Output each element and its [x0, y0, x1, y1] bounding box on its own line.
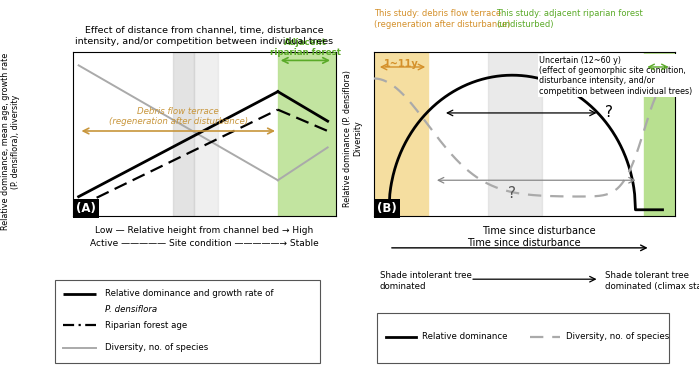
Text: Relative dominance: Relative dominance [422, 332, 507, 341]
Text: Active ————— Site condition —————→ Stable: Active ————— Site condition —————→ Stabl… [90, 239, 319, 248]
Text: ?: ? [605, 106, 614, 120]
Text: Adjacent
riparian forest: Adjacent riparian forest [270, 38, 341, 57]
FancyBboxPatch shape [377, 313, 668, 363]
Bar [644, 52, 675, 216]
Text: P. densiflora: P. densiflora [105, 305, 157, 314]
Bar [173, 52, 194, 216]
Text: Uncertain (12~60 y)
(effect of geomorphic site condition,
disturbance intensity,: Uncertain (12~60 y) (effect of geomorphi… [540, 56, 693, 96]
Text: Riparian forest age: Riparian forest age [105, 321, 187, 330]
Text: Debris flow terrace
(regeneration after disturbance): Debris flow terrace (regeneration after … [108, 107, 248, 126]
Text: Low — Relative height from channel bed → High: Low — Relative height from channel bed →… [95, 226, 314, 235]
Bar [374, 52, 428, 216]
Text: ?: ? [508, 186, 517, 201]
Text: Relative dominance and growth rate of: Relative dominance and growth rate of [105, 289, 273, 298]
Text: 1~11y: 1~11y [384, 59, 419, 69]
Text: Diversity, no. of species: Diversity, no. of species [105, 343, 208, 352]
Text: Effect of distance from channel, time, disturbance
intensity, and/or competition: Effect of distance from channel, time, d… [75, 26, 333, 46]
Text: Diversity, no. of species: Diversity, no. of species [566, 332, 670, 341]
Text: Shade intolerant tree
dominated: Shade intolerant tree dominated [380, 272, 472, 291]
Bar [278, 52, 336, 216]
Text: Relative dominance, mean age, growth rate
(P. densiflora), diversity: Relative dominance, mean age, growth rat… [1, 53, 20, 231]
Text: Time since disturbance: Time since disturbance [482, 226, 596, 236]
Bar [194, 52, 217, 216]
Text: Time since disturbance: Time since disturbance [468, 238, 581, 248]
Text: This study: adjacent riparian forest
(undisturbed): This study: adjacent riparian forest (un… [496, 9, 643, 29]
Text: (A): (A) [76, 202, 96, 215]
Text: This study: debris flow terrace
(regeneration after disturbance): This study: debris flow terrace (regener… [374, 9, 510, 29]
Text: ≥60y: ≥60y [645, 59, 674, 69]
Text: (B): (B) [377, 202, 397, 215]
FancyBboxPatch shape [55, 280, 320, 363]
Bar [488, 52, 542, 216]
Text: Shade tolerant tree
dominated (climax stage): Shade tolerant tree dominated (climax st… [605, 272, 699, 291]
Text: Relative dominance (P. densiflora)
Diversity: Relative dominance (P. densiflora) Diver… [343, 69, 363, 207]
